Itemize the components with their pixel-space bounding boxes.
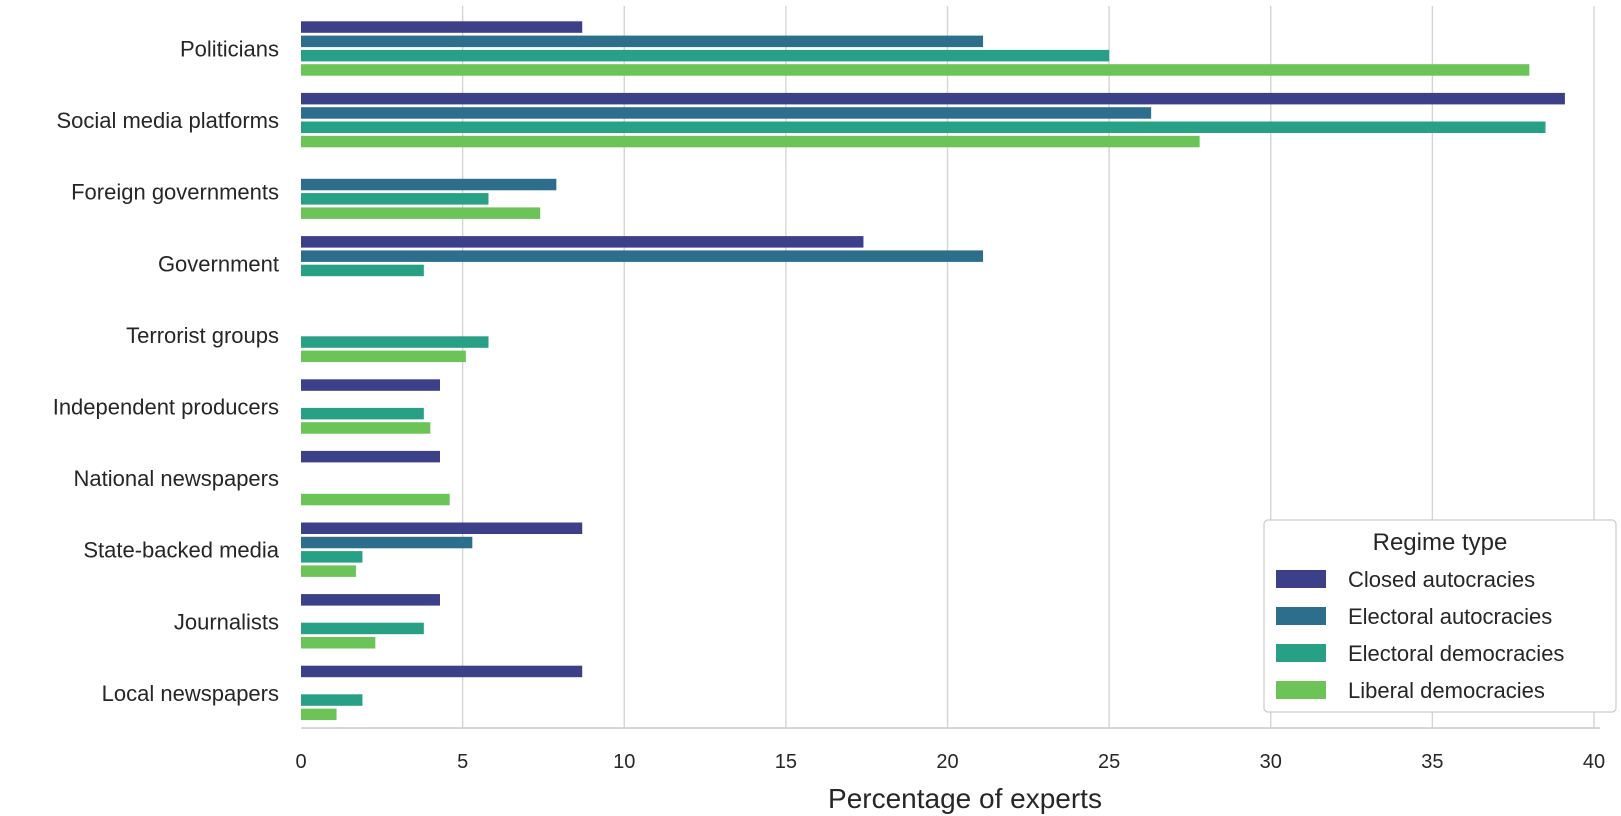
category-label: Journalists — [174, 609, 279, 634]
legend-label: Liberal democracies — [1348, 678, 1545, 703]
bar — [301, 694, 363, 706]
bar — [301, 49, 1110, 62]
bar — [301, 236, 864, 248]
bar — [301, 622, 424, 635]
legend-label: Closed autocracies — [1348, 567, 1535, 592]
legend-swatch — [1276, 570, 1326, 588]
legend-label: Electoral democracies — [1348, 641, 1564, 666]
category-label: Politicians — [180, 37, 279, 62]
bar — [301, 350, 466, 363]
bar — [301, 207, 541, 219]
x-tick-label: 35 — [1421, 751, 1443, 773]
legend-items: Closed autocracies Electoral autocracies E… — [1276, 567, 1564, 703]
bar — [301, 665, 583, 678]
bar — [301, 35, 984, 48]
x-tick-labels: 0 5 10 15 20 25 30 35 40 — [295, 751, 1605, 773]
category-label: Government — [158, 251, 279, 276]
category-label: Terrorist groups — [126, 323, 279, 348]
legend-box — [1263, 519, 1617, 713]
bar — [301, 336, 489, 348]
bar — [301, 121, 1546, 133]
bar — [301, 536, 473, 549]
bar — [301, 264, 424, 277]
bar — [301, 708, 337, 721]
bar — [301, 637, 376, 649]
category-label: Independent producers — [53, 395, 279, 420]
bar — [301, 379, 440, 391]
bar — [301, 135, 1200, 148]
x-tick-label: 10 — [613, 751, 635, 773]
category-label: Local newspapers — [102, 681, 279, 706]
bar — [301, 551, 363, 563]
x-tick-label: 25 — [1098, 751, 1120, 773]
category-label: State-backed media — [83, 538, 279, 563]
legend: Regime type Closed autocracies Electoral … — [1263, 519, 1617, 713]
bar — [301, 522, 583, 534]
bar — [301, 493, 450, 506]
x-tick-label: 15 — [775, 751, 797, 773]
bars — [301, 21, 1565, 721]
bar — [301, 250, 984, 262]
legend-swatch — [1276, 644, 1326, 662]
bar — [301, 594, 440, 606]
bar — [301, 107, 1152, 119]
legend-label: Electoral autocracies — [1348, 604, 1552, 629]
x-tick-label: 5 — [457, 751, 468, 773]
category-label: Foreign governments — [71, 180, 279, 205]
category-labels: Politicians Social media platforms Foreign… — [53, 37, 280, 706]
x-tick-label: 30 — [1260, 751, 1282, 773]
category-label: Social media platforms — [56, 108, 279, 133]
bar — [301, 193, 489, 205]
bar — [301, 450, 440, 463]
bar — [301, 422, 431, 434]
bar — [301, 92, 1565, 105]
legend-swatch — [1276, 681, 1326, 699]
bar — [301, 21, 583, 33]
bar — [301, 178, 557, 191]
legend-swatch — [1276, 607, 1326, 625]
x-tick-label: 0 — [295, 751, 306, 773]
category-label: National newspapers — [74, 466, 279, 491]
x-tick-label: 20 — [936, 751, 958, 773]
bar — [301, 64, 1530, 76]
legend-title: Regime type — [1373, 529, 1508, 556]
bar — [301, 407, 424, 420]
bar — [301, 565, 356, 577]
x-tick-label: 40 — [1583, 751, 1605, 773]
x-axis-title: Percentage of experts — [828, 783, 1102, 814]
